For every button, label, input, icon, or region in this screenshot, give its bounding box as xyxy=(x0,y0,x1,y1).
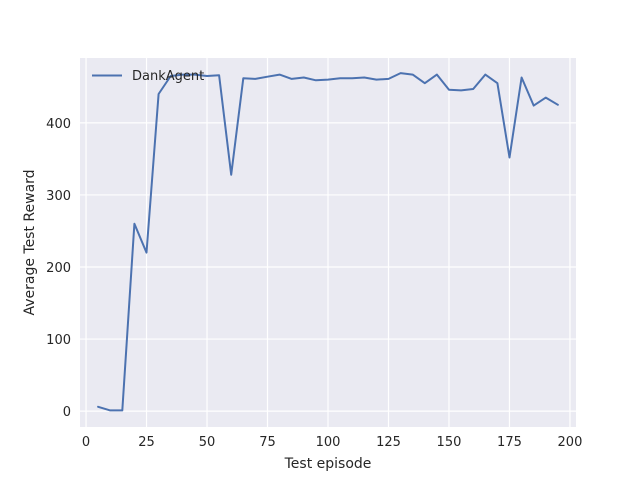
x-tick-label: 175 xyxy=(497,435,522,450)
y-tick-label: 0 xyxy=(63,405,71,420)
x-tick-label: 75 xyxy=(259,435,276,450)
y-tick-labels: 0 100 200 300 400 xyxy=(46,117,71,420)
grid-lines xyxy=(80,58,576,427)
x-tick-label: 25 xyxy=(138,435,155,450)
y-tick-label: 200 xyxy=(46,261,71,276)
series-group xyxy=(97,72,559,412)
x-tick-label: 200 xyxy=(558,435,583,450)
x-tick-label: 0 xyxy=(82,435,90,450)
x-tick-label: 100 xyxy=(316,435,341,450)
x-tick-label: 125 xyxy=(376,435,401,450)
legend-label-dankagent: DankAgent xyxy=(132,69,204,84)
y-tick-label: 300 xyxy=(46,189,71,204)
x-tick-label: 50 xyxy=(199,435,216,450)
x-tick-labels: 0 25 50 75 100 125 150 175 200 xyxy=(82,435,582,450)
legend: DankAgent xyxy=(92,69,204,84)
x-tick-label: 150 xyxy=(437,435,462,450)
y-axis-label: Average Test Reward xyxy=(22,169,38,315)
y-tick-label: 400 xyxy=(46,117,71,132)
series-line-dankagent xyxy=(97,72,559,412)
y-tick-label: 100 xyxy=(46,333,71,348)
x-axis-label: Test episode xyxy=(284,456,372,472)
